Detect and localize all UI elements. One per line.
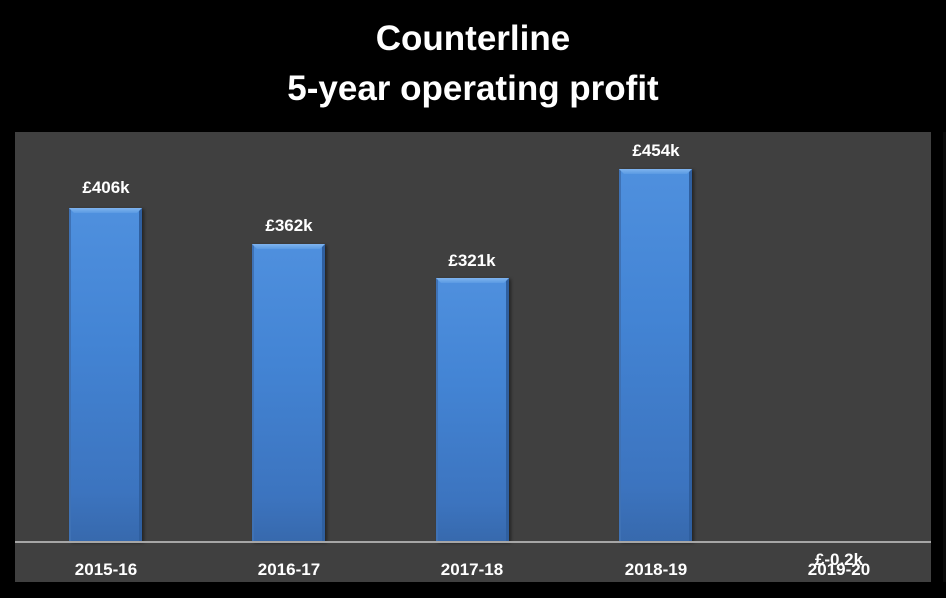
bar-2015-16 — [69, 208, 142, 542]
data-label-2015-16: £406k — [82, 178, 130, 197]
category-label-2018-19: 2018-19 — [624, 560, 688, 579]
chart-title-line2: 5-year operating profit — [287, 69, 659, 108]
chart-title-line1: Counterline — [375, 19, 571, 58]
chart-title: Counterline 5-year operating profit — [0, 14, 946, 114]
plot-area: £406k £362k £321k £454k 2015-16 2016-17 … — [15, 132, 931, 582]
category-label-2017-18: 2017-18 — [440, 560, 504, 579]
bar-2016-17 — [252, 244, 325, 542]
category-label-2019-20: 2019-20 — [807, 560, 871, 579]
edge-strip — [943, 132, 946, 582]
data-label-2019-20: £-0.2k — [814, 550, 864, 569]
data-label-2018-19: £454k — [632, 141, 680, 160]
data-label-2016-17: £362k — [265, 216, 313, 235]
data-label-2017-18: £321k — [448, 251, 496, 270]
x-axis-line — [15, 541, 931, 543]
bar-2018-19 — [619, 169, 692, 542]
category-label-2016-17: 2016-17 — [257, 560, 321, 579]
category-label-2015-16: 2015-16 — [74, 560, 138, 579]
bar-2017-18 — [436, 278, 509, 542]
